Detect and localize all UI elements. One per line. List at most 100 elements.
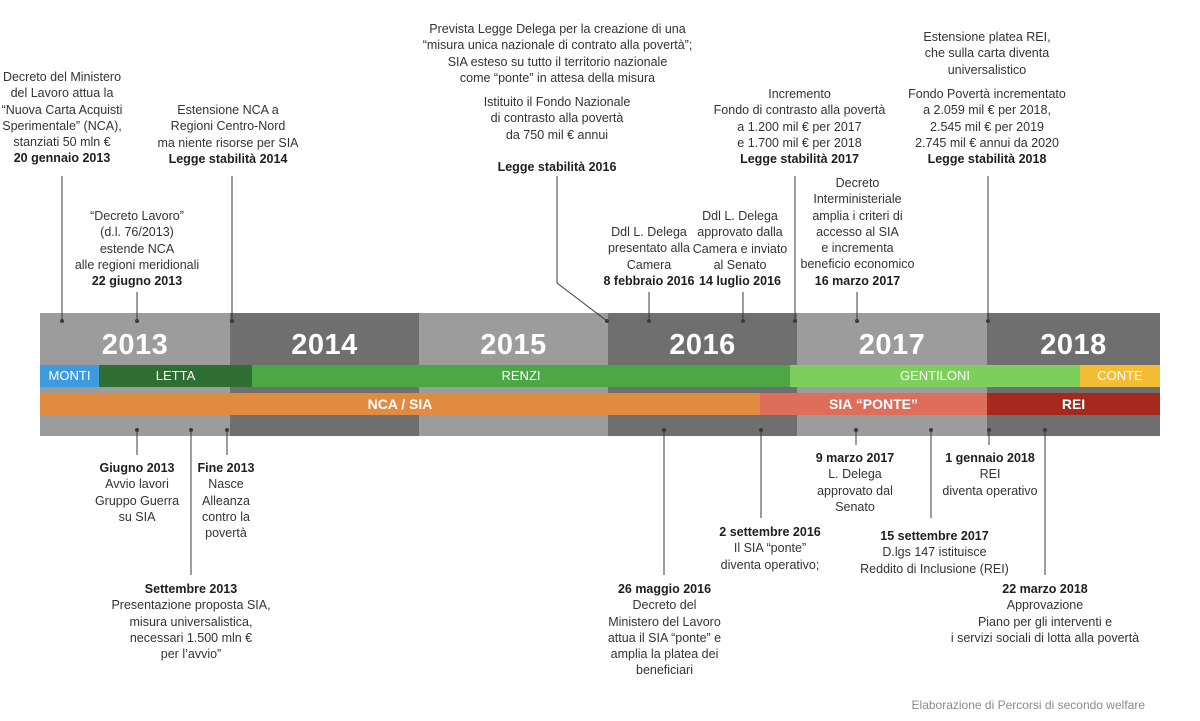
program-nca-sia-label: NCA / SIA (367, 396, 433, 412)
event-line: Ddl L. Delega (611, 225, 687, 239)
event-line: misura universalistica, (129, 614, 253, 629)
event-line: Fondo Povertà incrementato (908, 87, 1066, 101)
event-date: 1 gennaio 2018 (945, 451, 1035, 465)
event-line: a 1.200 mil € per 2017 (737, 119, 862, 134)
event-9-marzo-2017: 9 marzo 2017 L. Delega approvato dal Sen… (800, 450, 910, 515)
event-line: Ddl L. Delega (702, 209, 778, 223)
event-date: 26 maggio 2016 (617, 582, 712, 596)
event-line: 2.545 mil € per 2019 (930, 119, 1044, 134)
event-line: Decreto del Ministero (2, 70, 122, 84)
event-line: 2.745 mil € annui da 2020 (915, 135, 1059, 150)
event-line: da 750 mil € annui (505, 127, 609, 142)
event-line: al Senato (713, 257, 767, 272)
event-date: 2 settembre 2016 (719, 525, 821, 539)
event-line: per l’avvio” (160, 647, 222, 662)
government-conte: CONTE (1080, 365, 1160, 387)
event-line: e incrementa (821, 241, 894, 256)
government-monti: MONTI (40, 365, 99, 387)
event-line: SIA esteso su tutto il territorio nazion… (447, 54, 668, 69)
event-line: i servizi sociali di lotta alla povertà (950, 630, 1140, 645)
event-line: Camera (626, 257, 672, 272)
event-line: Incremento (768, 87, 831, 101)
event-line: Estensione NCA a (177, 103, 279, 117)
government-letta-label: LETTA (155, 368, 196, 383)
event-date: Giugno 2013 (99, 461, 175, 475)
event-date: 14 luglio 2016 (699, 274, 781, 289)
event-date: 8 febbraio 2016 (603, 273, 695, 288)
event-line: come “ponte” in attesa della misura (459, 70, 656, 85)
event-date: 15 settembre 2017 (880, 529, 989, 543)
event-line: Avvio lavori (105, 477, 169, 492)
event-22-giugno-2013: “Decreto Lavoro” (d.l. 76/2013) estende … (62, 208, 212, 289)
event-line: presentato alla (607, 241, 690, 256)
event-line: che sulla carta diventa (924, 46, 1050, 61)
event-line: Decreto (835, 176, 880, 190)
event-legge-delega-note: Prevista Legge Delega per la creazione d… (420, 21, 695, 86)
event-line: Alleanza (202, 493, 250, 508)
event-line: Sperimentale” (NCA), (2, 118, 122, 133)
event-legge-stabilita-2014: Estensione NCA a Regioni Centro-Nord ma … (148, 102, 308, 167)
event-estensione-platea-rei: Estensione platea REI, che sulla carta d… (912, 29, 1062, 78)
event-1-gennaio-2018: 1 gennaio 2018 REI diventa operativo (935, 450, 1045, 499)
government-renzi: RENZI (252, 365, 790, 387)
credit-text: Elaborazione di Percorsi di secondo welf… (911, 698, 1145, 712)
year-label-2016: 2016 (669, 329, 736, 361)
event-line: diventa operativo (942, 483, 1038, 498)
event-line: Nasce (208, 477, 244, 492)
event-date: 16 marzo 2017 (814, 273, 901, 288)
event-date: 22 marzo 2018 (1002, 582, 1088, 596)
event-line: beneficio economico (800, 257, 915, 272)
event-line: approvato dal (817, 483, 893, 498)
program-sia-ponte-label: SIA “PONTE” (829, 396, 918, 412)
event-line: del Lavoro attua la (10, 86, 114, 101)
year-label-2017: 2017 (858, 329, 926, 361)
event-line: L. Delega (828, 467, 882, 482)
event-line: universalistico (947, 62, 1027, 77)
event-line: (d.l. 76/2013) (100, 225, 174, 240)
event-26-maggio-2016: 26 maggio 2016 Decreto del Ministero del… (597, 581, 732, 679)
government-renzi-label: RENZI (501, 368, 541, 383)
government-letta: LETTA (99, 365, 252, 387)
event-line: Reddito di Inclusione (REI) (860, 561, 1009, 576)
government-monti-label: MONTI (48, 368, 91, 383)
event-line: diventa operativo; (720, 557, 820, 572)
event-line: Senato (835, 499, 875, 514)
event-8-febbraio-2016: Ddl L. Delega presentato alla Camera 8 f… (594, 224, 704, 289)
event-16-marzo-2017: Decreto Interministeriale amplia i crite… (800, 175, 915, 289)
event-line: necessari 1.500 mln € (129, 630, 253, 645)
event-date: Settembre 2013 (144, 582, 238, 596)
event-date: Legge stabilità 2018 (927, 152, 1047, 167)
event-line: su SIA (118, 509, 156, 524)
event-line: beneficiari (636, 663, 693, 678)
event-line: amplia i criteri di (812, 208, 903, 223)
government-gentiloni-label: GENTILONI (899, 368, 971, 383)
event-line: alle regioni meridionali (74, 257, 200, 272)
event-line: “Decreto Lavoro” (90, 209, 184, 223)
event-fine-2013: Fine 2013 Nasce Alleanza contro la pover… (186, 460, 266, 541)
event-line: attua il SIA “ponte” e (607, 630, 722, 645)
year-label-2013: 2013 (101, 329, 169, 361)
event-line: accesso al SIA (816, 224, 899, 239)
event-line: approvato dalla (697, 225, 783, 240)
event-line: D.lgs 147 istituisce (882, 545, 987, 560)
event-date: 9 marzo 2017 (815, 451, 895, 465)
year-label-2015: 2015 (480, 329, 547, 361)
event-line: Estensione platea REI, (923, 30, 1051, 44)
event-line: Fondo di contrasto alla povertà (713, 103, 886, 118)
event-line: Presentazione proposta SIA, (111, 598, 271, 613)
event-line: contro la (202, 509, 250, 524)
event-line: estende NCA (99, 241, 175, 256)
event-2-settembre-2016: 2 settembre 2016 Il SIA “ponte” diventa … (705, 524, 835, 573)
event-legge-stabilita-2016: Istituito il Fondo Nazionale di contrast… (477, 94, 637, 175)
program-sia-ponte: SIA “PONTE” (760, 393, 987, 415)
year-label-2018: 2018 (1040, 329, 1107, 361)
event-date: 22 giugno 2013 (91, 274, 183, 289)
event-line: Ministero del Lavoro (608, 614, 721, 629)
event-line: di contrasto alla povertà (490, 111, 624, 126)
event-giugno-2013: Giugno 2013 Avvio lavori Gruppo Guerra s… (87, 460, 187, 525)
event-settembre-2013: Settembre 2013 Presentazione proposta SI… (106, 581, 276, 662)
event-date: Legge stabilità 2016 (497, 160, 617, 175)
event-20-gennaio-2013: Decreto del Ministero del Lavoro attua l… (0, 69, 132, 167)
program-rei: REI (987, 393, 1160, 415)
event-line: a 2.059 mil € per 2018, (923, 103, 1051, 118)
